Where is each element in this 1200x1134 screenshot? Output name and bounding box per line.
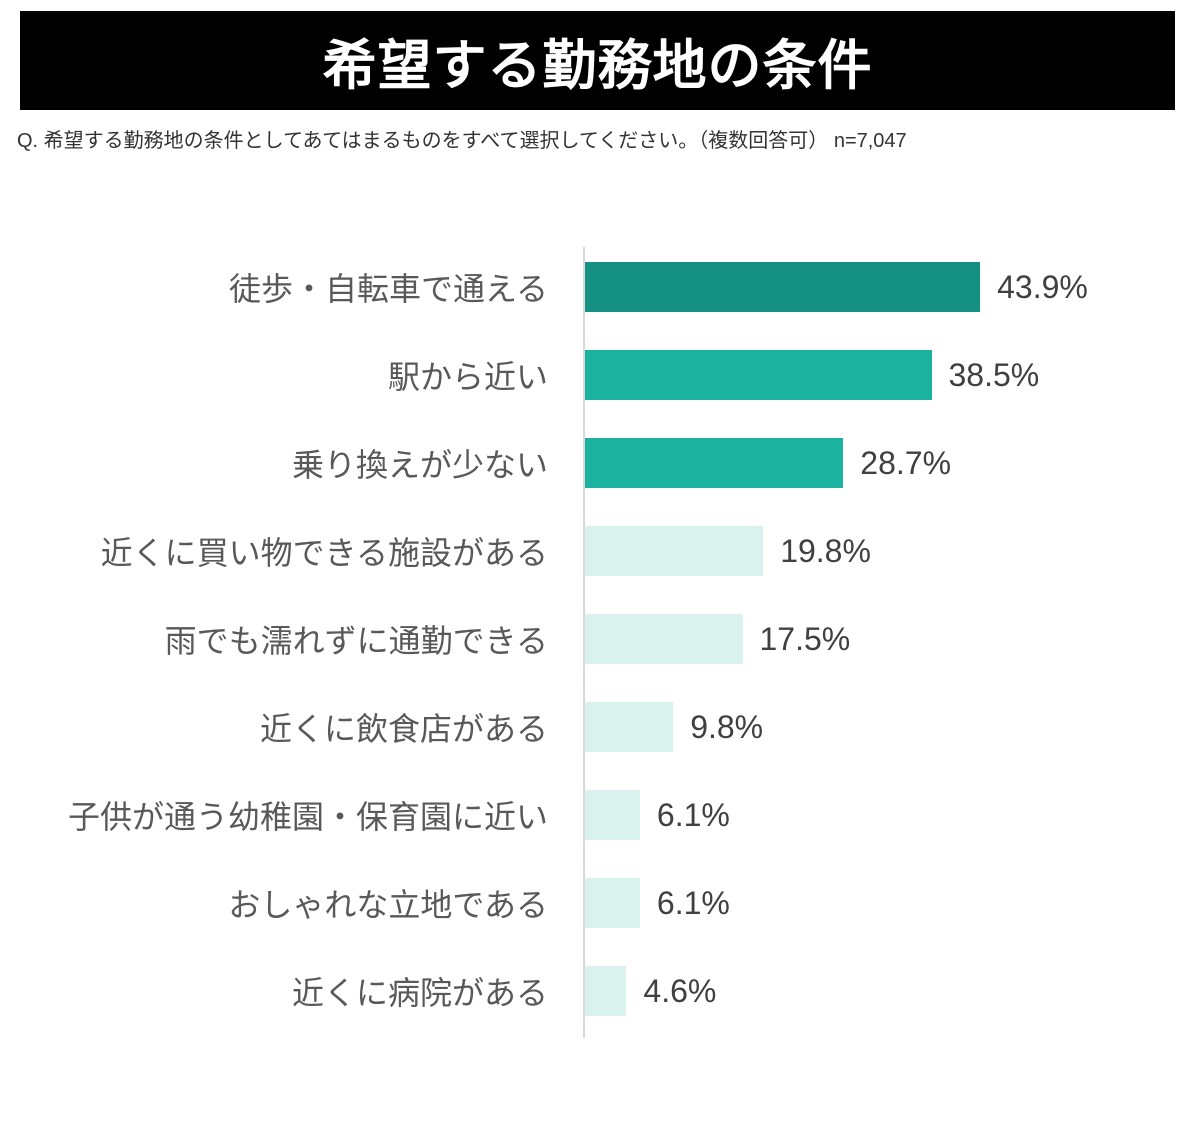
value-label: 17.5% <box>759 620 851 657</box>
chart-row: 徒歩・自転車で通える 43.9% <box>0 243 1200 331</box>
chart-row: 子供が通う幼稚園・保育園に近い 6.1% <box>0 771 1200 859</box>
bar <box>585 790 640 840</box>
category-label: 近くに飲食店がある <box>259 711 548 747</box>
bar <box>585 438 844 488</box>
bar <box>585 614 743 664</box>
chart-row: 乗り換えが少ない 28.7% <box>0 419 1200 507</box>
chart-row: 近くに飲食店がある 9.8% <box>0 683 1200 771</box>
category-label: 近くに病院がある <box>291 975 548 1011</box>
chart-row: 駅から近い 38.5% <box>0 331 1200 419</box>
bar <box>585 966 627 1016</box>
page-title: 希望する勤務地の条件 <box>322 36 873 96</box>
value-label: 4.6% <box>643 972 717 1009</box>
category-label: 徒歩・自転車で通える <box>228 271 548 307</box>
category-label: 駅から近い <box>387 359 548 395</box>
bar <box>585 350 932 400</box>
chart-row: 雨でも濡れずに通勤できる 17.5% <box>0 595 1200 683</box>
value-label: 38.5% <box>948 356 1040 393</box>
value-label: 6.1% <box>656 884 730 921</box>
value-label: 6.1% <box>656 796 730 833</box>
value-label: 19.8% <box>780 532 871 569</box>
chart-row: おしゃれな立地である 6.1% <box>0 859 1200 947</box>
category-label: おしゃれな立地である <box>228 887 548 923</box>
bar-chart: 徒歩・自転車で通える 43.9% 駅から近い 38.5% 乗り換えが少ない 28… <box>0 243 1200 1038</box>
category-label: 子供が通う幼稚園・保育園に近い <box>67 799 548 835</box>
bar <box>585 702 674 752</box>
y-axis-line <box>583 247 585 1038</box>
bar <box>585 262 981 312</box>
category-label: 雨でも濡れずに通勤できる <box>164 623 548 659</box>
chart-row: 近くに病院がある 4.6% <box>0 947 1200 1035</box>
value-label: 43.9% <box>997 268 1088 305</box>
value-label: 28.7% <box>860 444 952 481</box>
bar <box>585 878 640 928</box>
category-label: 乗り換えが少ない <box>291 447 548 483</box>
survey-question-text: Q. 希望する勤務地の条件としてあてはまるものをすべて選択してください。（複数回… <box>17 130 907 152</box>
category-label: 近くに買い物できる施設がある <box>100 535 548 571</box>
value-label: 9.8% <box>690 708 764 745</box>
bar-rows: 徒歩・自転車で通える 43.9% 駅から近い 38.5% 乗り換えが少ない 28… <box>0 243 1200 1035</box>
bar <box>585 526 764 576</box>
title-banner: 希望する勤務地の条件 <box>20 11 1175 110</box>
chart-row: 近くに買い物できる施設がある 19.8% <box>0 507 1200 595</box>
